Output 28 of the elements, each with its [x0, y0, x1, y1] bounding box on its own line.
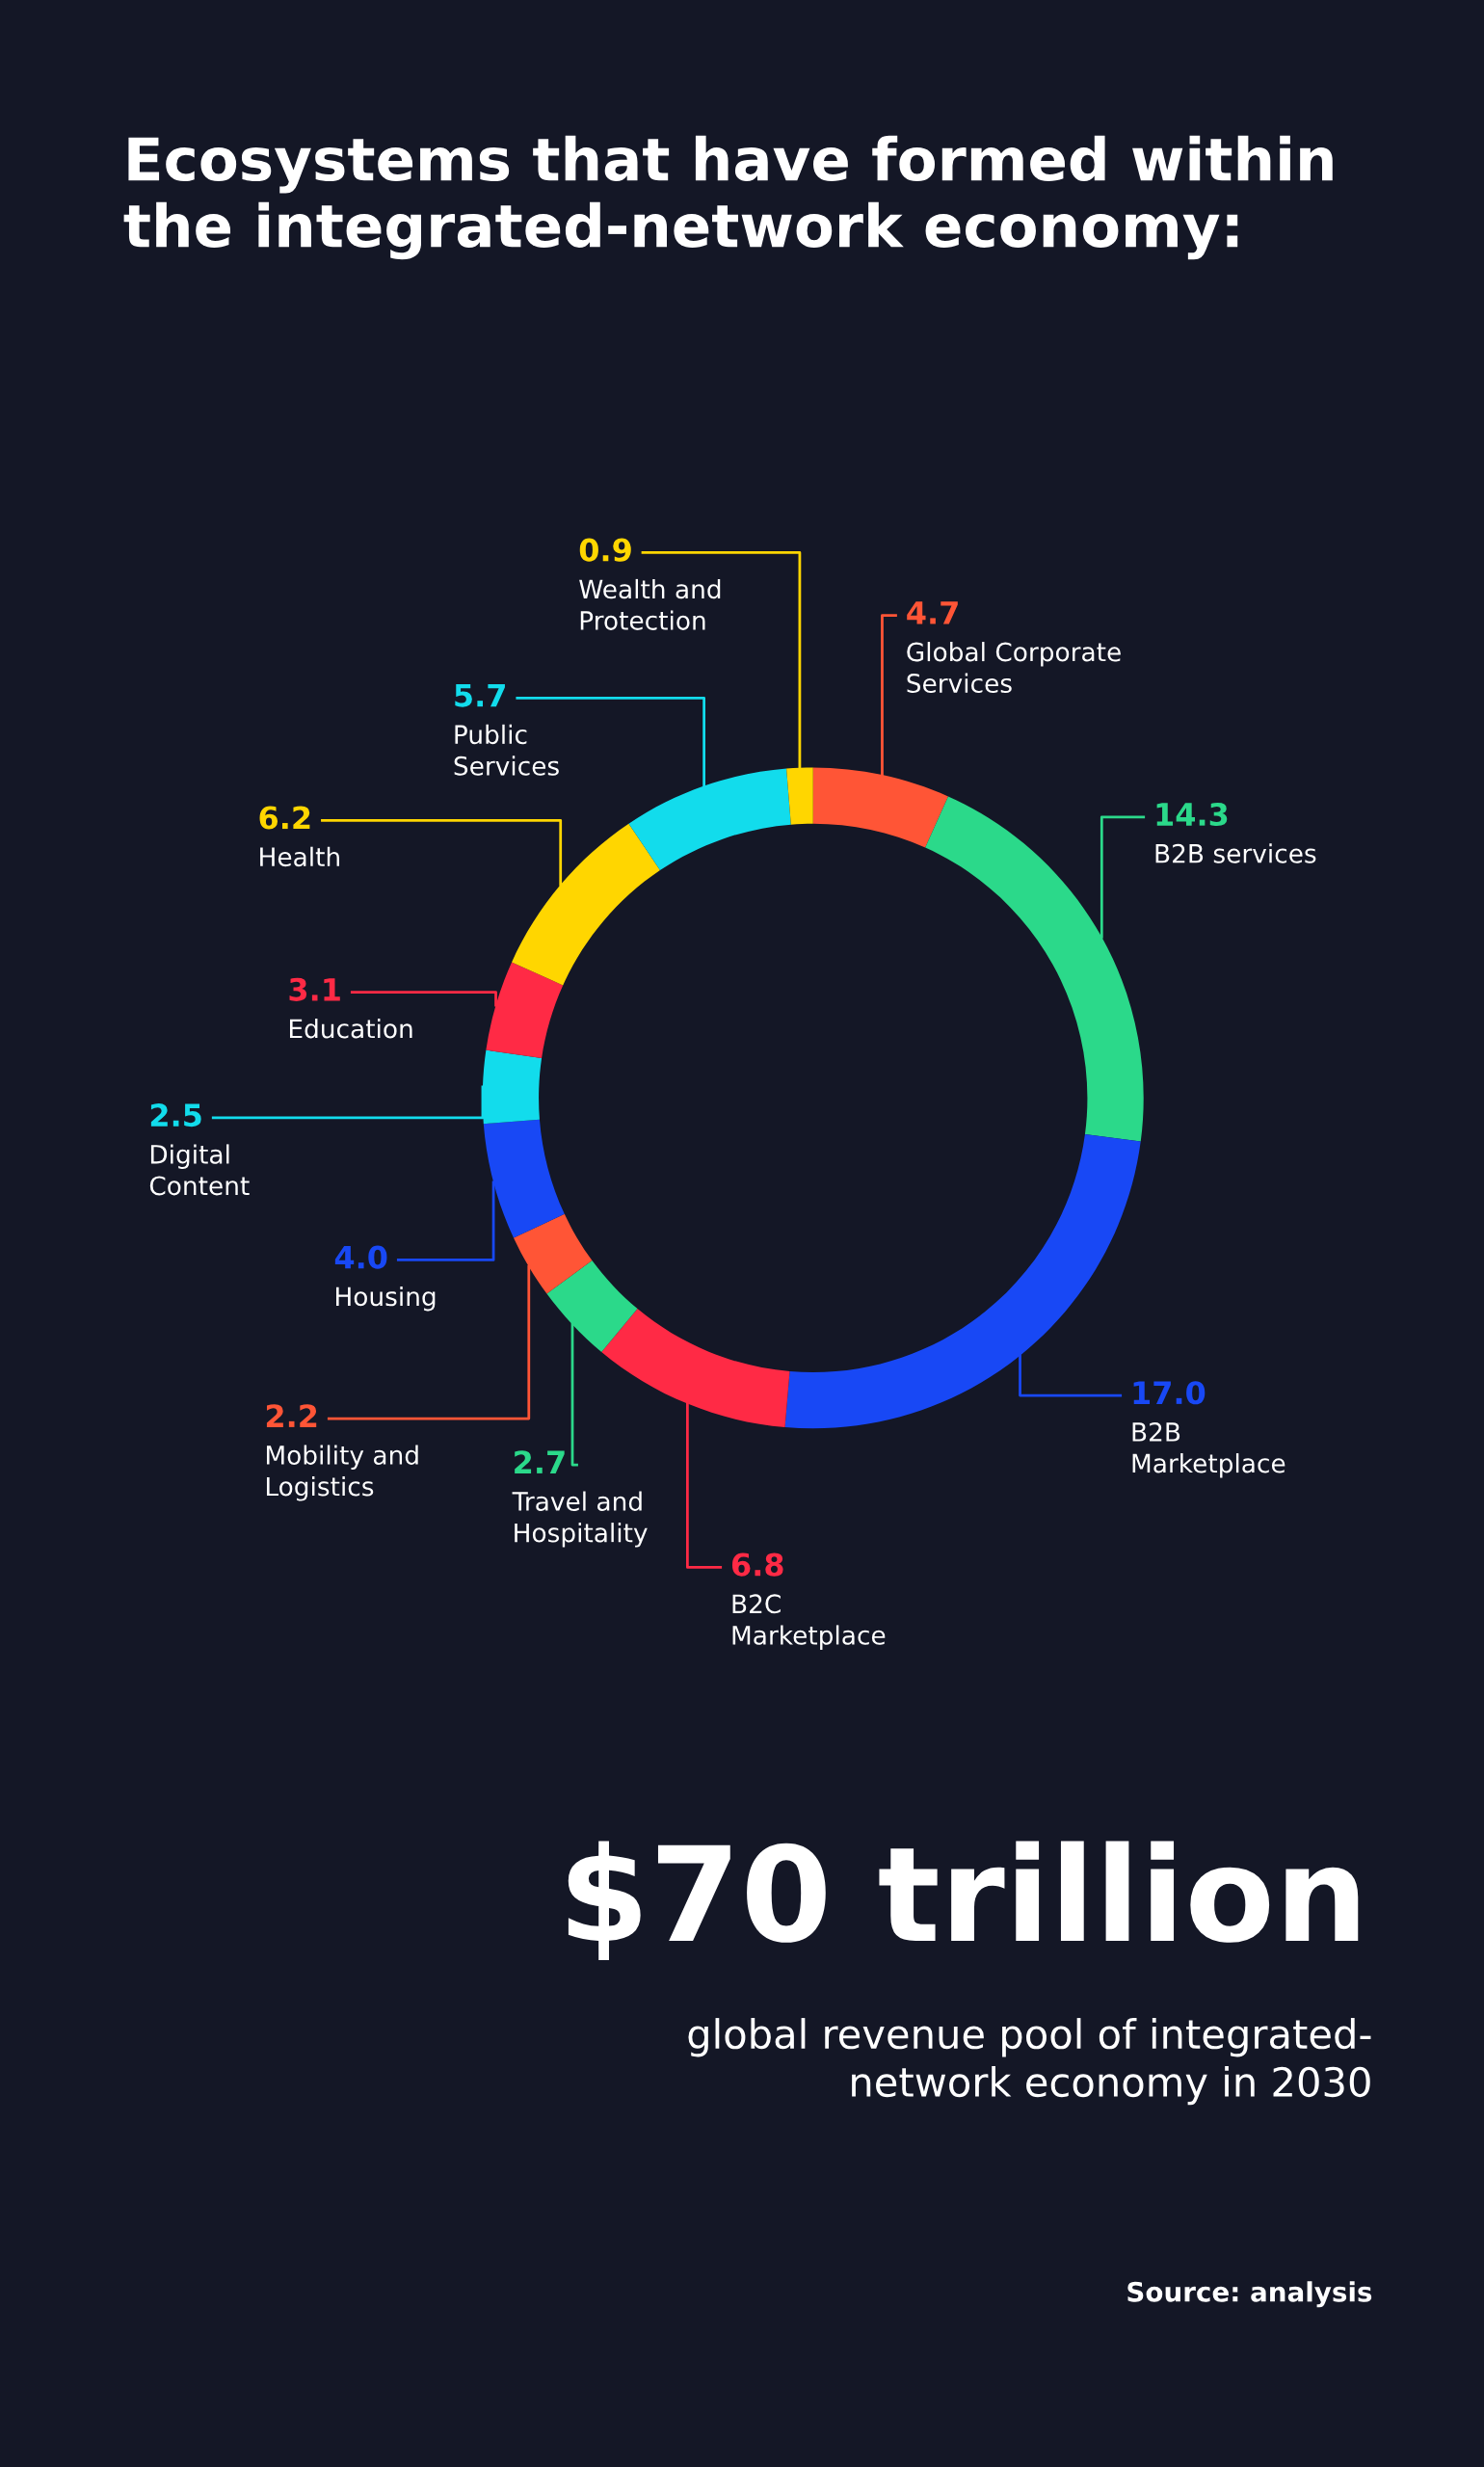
slice-label: Global Corporate Services [907, 642, 1121, 694]
slice-label: Public Services [454, 724, 559, 776]
data-label: 4.7 [907, 601, 958, 624]
data-label: 5.7 [455, 683, 505, 707]
data-label: 4.0 [334, 1245, 387, 1269]
slice-label: Mobility and Logistics [266, 1445, 418, 1501]
data-label: 14.3 [1156, 802, 1228, 827]
text: $70 trillion [568, 1841, 1359, 1960]
slice-label: Health [260, 846, 339, 867]
chart-title: Ecosystems that have formed within the integrated-network economy: [123, 135, 1333, 260]
source-note: Source: analysis [1127, 2281, 1372, 2308]
text: global revenue pool of integrated- network economy in 2030 [688, 2018, 1371, 2106]
data-label: 3.1 [289, 977, 340, 1001]
slice-label: Wealth and Protection [579, 578, 721, 630]
data-label: 0.9 [579, 538, 631, 562]
slice-label: Digital Content [149, 1144, 250, 1196]
slice-label: B2B Marketplace [1132, 1421, 1285, 1478]
data-label: 2.5 [150, 1103, 201, 1127]
data-label: 17.0 [1133, 1381, 1206, 1405]
data-label: 6.8 [731, 1552, 783, 1577]
data-label: 6.2 [259, 806, 310, 830]
slice-label: Travel and Hospitality [512, 1491, 648, 1548]
slice-label: Housing [336, 1286, 436, 1312]
slice-label: B2B services [1155, 843, 1316, 863]
data-label: 2.7 [515, 1450, 565, 1473]
slice-label: Education [289, 1019, 412, 1039]
data-label: 2.2 [266, 1404, 317, 1427]
slice-label: B2C Marketplace [732, 1594, 886, 1650]
